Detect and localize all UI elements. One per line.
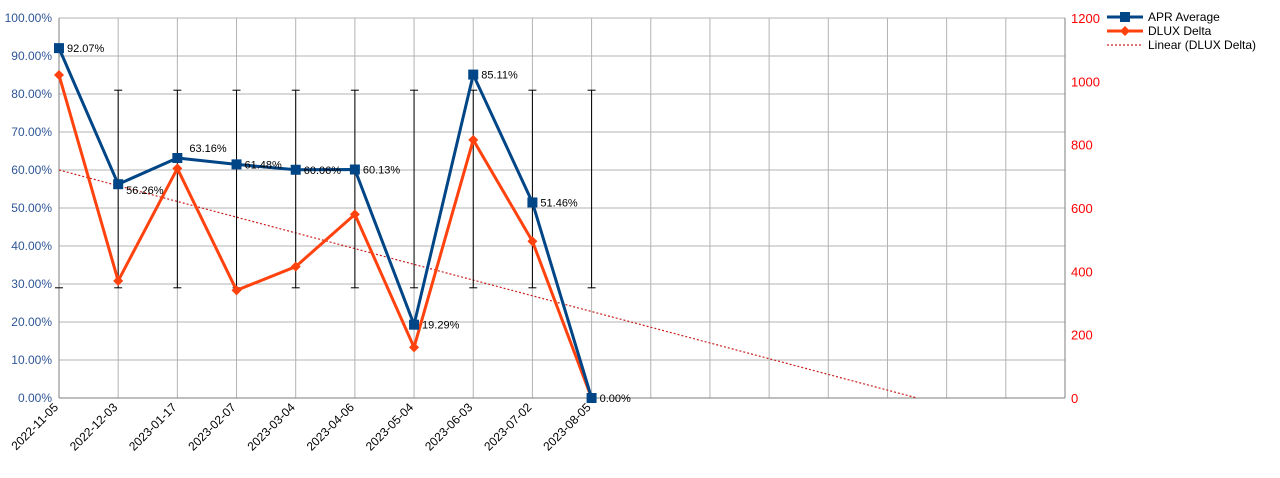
legend-label-delta: DLUX Delta [1148,24,1212,38]
legend-item-apr: APR Average [1106,10,1256,24]
legend-swatch-trend [1107,44,1143,46]
left-tick-label: 90.00% [11,49,52,63]
right-tick-label: 1000 [1071,74,1100,89]
left-tick-label: 0.00% [18,391,52,405]
dlux-delta-point [113,275,124,286]
left-tick-label: 70.00% [11,125,52,139]
x-tick-label: 2023-08-05 [540,400,594,454]
right-tick-label: 400 [1071,264,1093,279]
left-tick-label: 60.00% [11,163,52,177]
apr-average-point [468,69,479,80]
left-axis-ticks: 0.00% 10.00% 20.00% 30.00% 40.00% 50.00% 60.00… [5,11,53,405]
dlux-delta-point [409,342,420,353]
legend-swatch-apr [1107,12,1143,22]
apr-average-point [113,179,124,190]
data-label: 85.11% [481,70,518,82]
right-tick-label: 600 [1071,201,1093,216]
left-tick-label: 100.00% [5,11,53,25]
legend-swatch-delta [1107,26,1143,36]
x-tick-label: 2023-02-07 [185,400,239,454]
series-apr-average [54,43,597,403]
x-tick-label: 2023-03-04 [245,400,299,454]
data-label: 51.46% [540,197,578,209]
apr-average-point [54,43,64,54]
data-label: 61.48% [245,159,283,171]
apr-average-point [231,159,242,170]
data-label: 92.07% [67,43,105,55]
left-tick-label: 30.00% [11,277,52,291]
apr-average-point [172,152,183,163]
legend-item-trend: Linear (DLUX Delta) [1106,38,1256,52]
data-label: 63.16% [189,143,227,155]
x-axis-ticks: 2022-11-05 2022-12-03 2023-01-17 2023-02-07… [8,400,593,454]
apr-average-point [586,393,597,403]
data-labels: 92.07% 56.26% 63.16% 61.48% 60.06% 60.13% 19.2… [67,43,631,405]
data-label: 0.00% [600,393,631,405]
x-tick-label: 2023-04-06 [304,400,358,454]
dlux-delta-point [349,209,360,220]
axes [58,18,1066,399]
left-tick-label: 20.00% [11,315,52,329]
error-bars [55,89,596,289]
x-tick-label: 2023-06-03 [422,400,476,454]
dlux-delta-line [57,74,593,399]
series-dlux-delta [54,70,597,403]
dlux-delta-point [290,261,301,272]
left-tick-label: 40.00% [11,239,52,253]
x-tick-label: 2022-12-03 [67,400,121,454]
left-tick-label: 10.00% [11,353,52,367]
x-tick-label: 2022-11-05 [8,400,61,453]
right-axis-ticks: 0 200 400 600 800 1000 1200 [1071,11,1100,406]
data-label: 60.13% [363,165,401,177]
right-tick-label: 800 [1071,138,1093,153]
right-tick-label: 0 [1071,391,1078,406]
data-label: 19.29% [422,320,460,332]
apr-average-point [527,197,538,208]
legend-item-delta: DLUX Delta [1106,24,1256,38]
legend: APR Average DLUX Delta Linear (DLUX Delt… [1106,10,1256,52]
dlux-delta-point [468,134,479,145]
apr-average-line [57,47,594,399]
dlux-delta-point [54,70,64,80]
right-tick-label: 1200 [1071,11,1100,26]
left-tick-label: 80.00% [11,87,52,101]
dlux-delta-point [231,285,242,296]
dlux-delta-point [172,163,183,174]
data-label: 60.06% [304,165,342,177]
right-tick-label: 200 [1071,328,1093,343]
apr-average-point [290,164,301,175]
apr-average-point [409,319,420,330]
legend-label-trend: Linear (DLUX Delta) [1148,38,1257,52]
x-tick-label: 2023-07-02 [481,400,535,454]
apr-average-point [349,164,360,175]
data-label: 56.26% [126,185,164,197]
legend-label-apr: APR Average [1148,10,1220,24]
x-tick-label: 2023-01-17 [126,400,180,454]
left-tick-label: 50.00% [11,201,52,215]
dlux-delta-point [527,236,538,247]
x-tick-label: 2023-05-04 [363,400,417,454]
